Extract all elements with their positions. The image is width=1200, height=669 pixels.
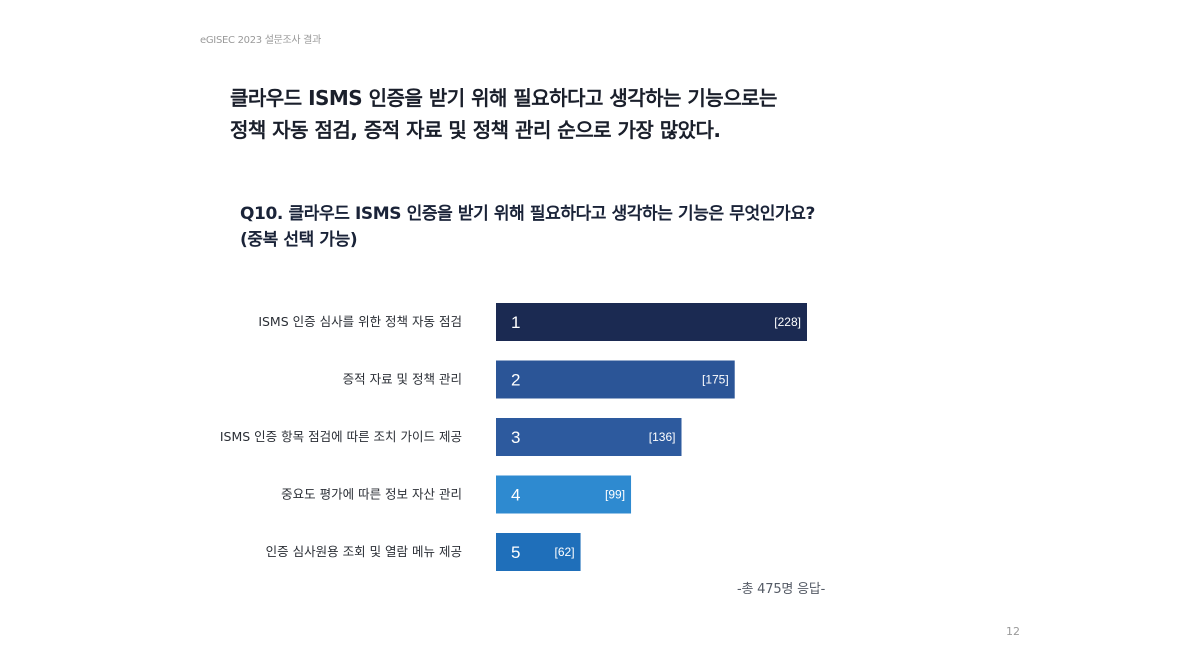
question-line-2: (중복 선택 가능) — [240, 230, 358, 250]
category-label: ISMS 인증 항목 점검에 따른 조치 가이드 제공 — [220, 429, 462, 444]
value-label: [136] — [649, 430, 676, 444]
rank-label: 1 — [511, 313, 520, 332]
rank-label: 5 — [511, 543, 520, 562]
bar — [496, 360, 735, 399]
headline-line-1: 클라우드 ISMS 인증을 받기 위해 필요하다고 생각하는 기능으로는 — [230, 86, 777, 110]
rank-label: 2 — [511, 371, 520, 390]
question-line-1: Q10. 클라우드 ISMS 인증을 받기 위해 필요하다고 생각하는 기능은 … — [240, 204, 815, 224]
report-header-label: eGISEC 2023 설문조사 결과 — [200, 35, 321, 46]
category-label: 인증 심사원용 조회 및 열람 메뉴 제공 — [266, 544, 462, 559]
value-label: [62] — [555, 545, 575, 559]
headline: 클라우드 ISMS 인증을 받기 위해 필요하다고 생각하는 기능으로는 정책 … — [230, 82, 990, 146]
value-label: [175] — [702, 373, 729, 387]
rank-label: 4 — [511, 486, 520, 505]
bar — [496, 303, 807, 341]
category-label: 증적 자료 및 정책 관리 — [343, 372, 462, 387]
bar — [496, 418, 682, 456]
value-label: [99] — [605, 488, 625, 502]
page-number: 12 — [1006, 625, 1020, 638]
bar — [496, 475, 632, 514]
value-label: [228] — [774, 315, 801, 329]
rank-label: 3 — [511, 428, 520, 447]
category-label: ISMS 인증 심사를 위한 정책 자동 점검 — [258, 314, 462, 329]
bar — [496, 533, 581, 571]
headline-line-2: 정책 자동 점검, 증적 자료 및 정책 관리 순으로 가장 많았다. — [230, 118, 721, 142]
question-title: Q10. 클라우드 ISMS 인증을 받기 위해 필요하다고 생각하는 기능은 … — [240, 201, 1000, 253]
total-respondents-note: -총 475명 응답- — [737, 582, 826, 597]
category-label: 중요도 평가에 따른 정보 자산 관리 — [281, 487, 462, 502]
horizontal-bar-chart: ISMS 인증 심사를 위한 정책 자동 점검 1 [228] 증적 자료 및 정책 … — [220, 303, 807, 571]
